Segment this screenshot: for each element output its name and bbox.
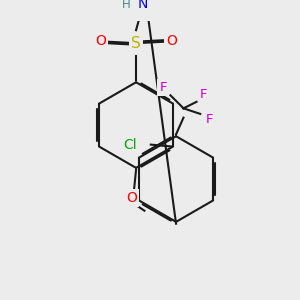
Text: O: O — [166, 34, 177, 48]
Text: O: O — [126, 190, 137, 205]
Text: H: H — [122, 0, 130, 11]
Text: O: O — [95, 34, 106, 48]
Text: Cl: Cl — [124, 138, 137, 152]
Text: F: F — [200, 88, 208, 101]
Text: F: F — [206, 113, 213, 126]
Text: N: N — [137, 0, 148, 11]
Text: F: F — [159, 81, 167, 94]
Text: S: S — [131, 36, 141, 51]
